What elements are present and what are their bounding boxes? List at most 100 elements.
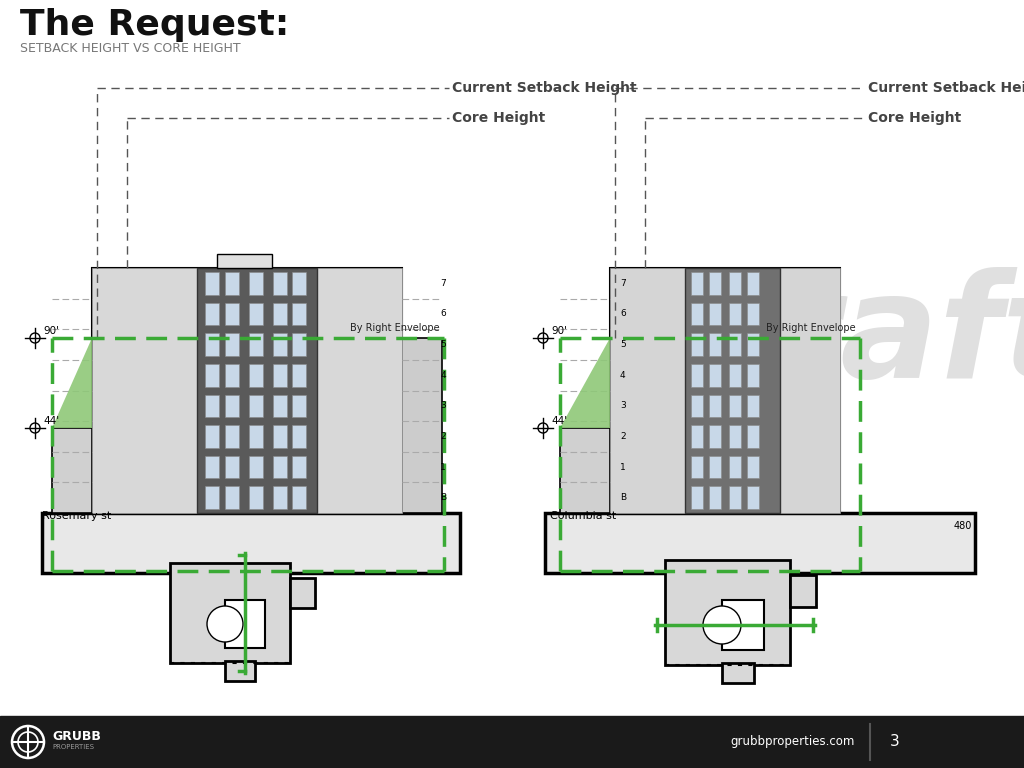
Bar bbox=[610, 268, 840, 513]
Bar bbox=[205, 395, 219, 417]
Bar bbox=[709, 272, 721, 295]
Bar bbox=[729, 455, 741, 478]
Text: 4: 4 bbox=[620, 371, 626, 379]
Bar bbox=[729, 486, 741, 509]
Bar bbox=[709, 395, 721, 417]
Text: Current Setback Height: Current Setback Height bbox=[452, 81, 637, 95]
Text: Core Height: Core Height bbox=[452, 111, 545, 125]
Text: 3: 3 bbox=[890, 734, 900, 750]
Text: 44': 44' bbox=[551, 416, 567, 426]
Bar bbox=[746, 272, 759, 295]
Text: The Request:: The Request: bbox=[20, 8, 289, 42]
Bar bbox=[273, 364, 287, 386]
Text: 5: 5 bbox=[620, 340, 626, 349]
Bar bbox=[205, 364, 219, 386]
Bar bbox=[709, 333, 721, 356]
Text: B: B bbox=[440, 493, 446, 502]
Text: 7: 7 bbox=[440, 279, 446, 288]
Bar bbox=[292, 455, 306, 478]
Text: PROPERTIES: PROPERTIES bbox=[52, 744, 94, 750]
Bar bbox=[729, 303, 741, 326]
Text: Core Height: Core Height bbox=[868, 111, 962, 125]
Text: 90': 90' bbox=[43, 326, 59, 336]
Bar bbox=[205, 333, 219, 356]
Bar bbox=[691, 303, 703, 326]
Bar bbox=[709, 486, 721, 509]
Bar bbox=[665, 560, 790, 665]
Bar bbox=[249, 455, 263, 478]
Bar bbox=[273, 425, 287, 448]
Bar bbox=[292, 486, 306, 509]
Bar bbox=[225, 303, 239, 326]
Bar bbox=[691, 364, 703, 386]
Text: 2: 2 bbox=[620, 432, 626, 441]
Bar bbox=[292, 272, 306, 295]
Bar bbox=[317, 268, 402, 513]
Bar bbox=[722, 600, 764, 650]
Bar bbox=[292, 395, 306, 417]
Bar bbox=[225, 600, 265, 648]
Bar bbox=[709, 364, 721, 386]
Text: 4: 4 bbox=[440, 371, 446, 379]
Bar bbox=[709, 425, 721, 448]
Text: 7: 7 bbox=[620, 279, 626, 288]
Text: 6: 6 bbox=[440, 310, 446, 319]
Bar bbox=[225, 364, 239, 386]
Text: 6: 6 bbox=[620, 310, 626, 319]
Text: SETBACK HEIGHT VS CORE HEIGHT: SETBACK HEIGHT VS CORE HEIGHT bbox=[20, 42, 241, 55]
Bar bbox=[746, 364, 759, 386]
Text: Draft: Draft bbox=[647, 267, 1024, 409]
Bar bbox=[205, 272, 219, 295]
Bar bbox=[249, 425, 263, 448]
Bar bbox=[292, 425, 306, 448]
Bar bbox=[729, 272, 741, 295]
Bar bbox=[273, 395, 287, 417]
Bar bbox=[746, 455, 759, 478]
Bar bbox=[170, 563, 290, 663]
Bar bbox=[0, 716, 1024, 768]
Bar bbox=[545, 513, 975, 573]
Bar bbox=[729, 395, 741, 417]
Circle shape bbox=[207, 606, 243, 642]
Bar bbox=[249, 303, 263, 326]
Bar bbox=[746, 303, 759, 326]
Bar bbox=[746, 425, 759, 448]
Bar bbox=[249, 364, 263, 386]
Bar bbox=[273, 303, 287, 326]
Bar bbox=[290, 578, 315, 608]
Bar bbox=[205, 455, 219, 478]
Bar bbox=[273, 486, 287, 509]
Bar bbox=[249, 486, 263, 509]
Bar bbox=[225, 395, 239, 417]
Bar bbox=[205, 303, 219, 326]
Bar bbox=[709, 303, 721, 326]
Bar bbox=[746, 333, 759, 356]
Bar bbox=[225, 333, 239, 356]
Bar bbox=[52, 428, 92, 513]
Bar bbox=[225, 425, 239, 448]
Circle shape bbox=[703, 606, 741, 644]
Text: GRUBB: GRUBB bbox=[52, 730, 101, 743]
Bar bbox=[92, 268, 402, 513]
Text: 5: 5 bbox=[440, 340, 446, 349]
Bar bbox=[249, 272, 263, 295]
Text: 90': 90' bbox=[551, 326, 567, 336]
Bar bbox=[273, 333, 287, 356]
Bar bbox=[746, 486, 759, 509]
Bar bbox=[746, 395, 759, 417]
Text: 1: 1 bbox=[620, 462, 626, 472]
Text: 2: 2 bbox=[440, 432, 446, 441]
Text: By Right Envelope: By Right Envelope bbox=[350, 323, 440, 333]
Bar bbox=[292, 364, 306, 386]
Bar bbox=[225, 661, 255, 681]
Bar bbox=[722, 663, 754, 683]
Bar bbox=[273, 455, 287, 478]
Text: 1: 1 bbox=[440, 462, 446, 472]
Bar bbox=[729, 364, 741, 386]
Bar bbox=[292, 333, 306, 356]
Text: 480: 480 bbox=[953, 521, 972, 531]
Bar bbox=[217, 254, 272, 268]
Bar bbox=[685, 268, 780, 513]
Bar bbox=[225, 455, 239, 478]
Bar bbox=[729, 333, 741, 356]
